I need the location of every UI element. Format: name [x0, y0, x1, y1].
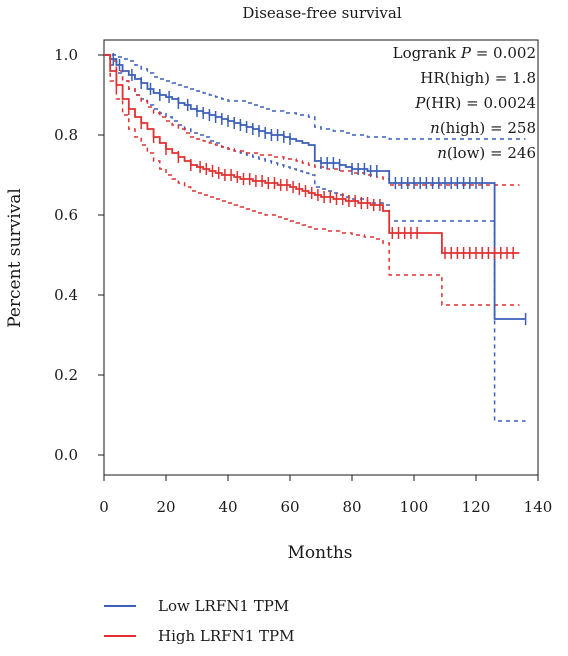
x-tick-label: 20	[156, 498, 175, 516]
x-tick-label: 60	[280, 498, 299, 516]
y-tick-label: 0.6	[54, 206, 78, 224]
plot-area-frame	[103, 39, 539, 476]
x-axis-label: Months	[287, 543, 352, 563]
stat-line: HR(high) = 1.8	[420, 69, 536, 87]
low-ci-lower	[104, 54, 526, 422]
y-tick-label: 0.8	[54, 126, 78, 144]
y-axis: 0.0 0.2 0.4 0.6 0.8 1.0	[54, 46, 104, 464]
high-ci-upper	[104, 54, 520, 186]
stat-line: P(HR) = 0.0024	[414, 94, 536, 112]
confidence-intervals	[104, 54, 526, 422]
legend-label: High LRFN1 TPM	[158, 627, 294, 645]
legend: Low LRFN1 TPM High LRFN1 TPM	[104, 597, 294, 645]
x-tick-label: 40	[218, 498, 237, 516]
x-tick-label: 140	[524, 498, 553, 516]
x-axis: 0 20 40 60 80 100 120 140	[99, 475, 552, 516]
statistics-annotation: Logrank P = 0.002 HR(high) = 1.8 P(HR) = 0…	[393, 44, 536, 162]
y-tick-label: 0.4	[54, 286, 78, 304]
x-tick-label: 80	[342, 498, 361, 516]
stat-line: Logrank P = 0.002	[393, 44, 536, 62]
y-tick-label: 0.2	[54, 366, 78, 384]
x-tick-label: 120	[462, 498, 491, 516]
y-tick-label: 0.0	[54, 446, 78, 464]
legend-label: Low LRFN1 TPM	[158, 597, 289, 615]
stat-line: n(high) = 258	[430, 119, 536, 137]
x-tick-label: 0	[99, 498, 109, 516]
censor-marks	[112, 53, 527, 325]
chart-title: Disease-free survival	[242, 4, 401, 22]
y-tick-label: 1.0	[54, 46, 78, 64]
x-tick-label: 100	[400, 498, 429, 516]
y-axis-label: Percent survival	[5, 188, 25, 328]
high-ci-lower	[104, 54, 520, 306]
stat-line: n(low) = 246	[437, 144, 536, 162]
low-ci-upper	[104, 54, 526, 140]
